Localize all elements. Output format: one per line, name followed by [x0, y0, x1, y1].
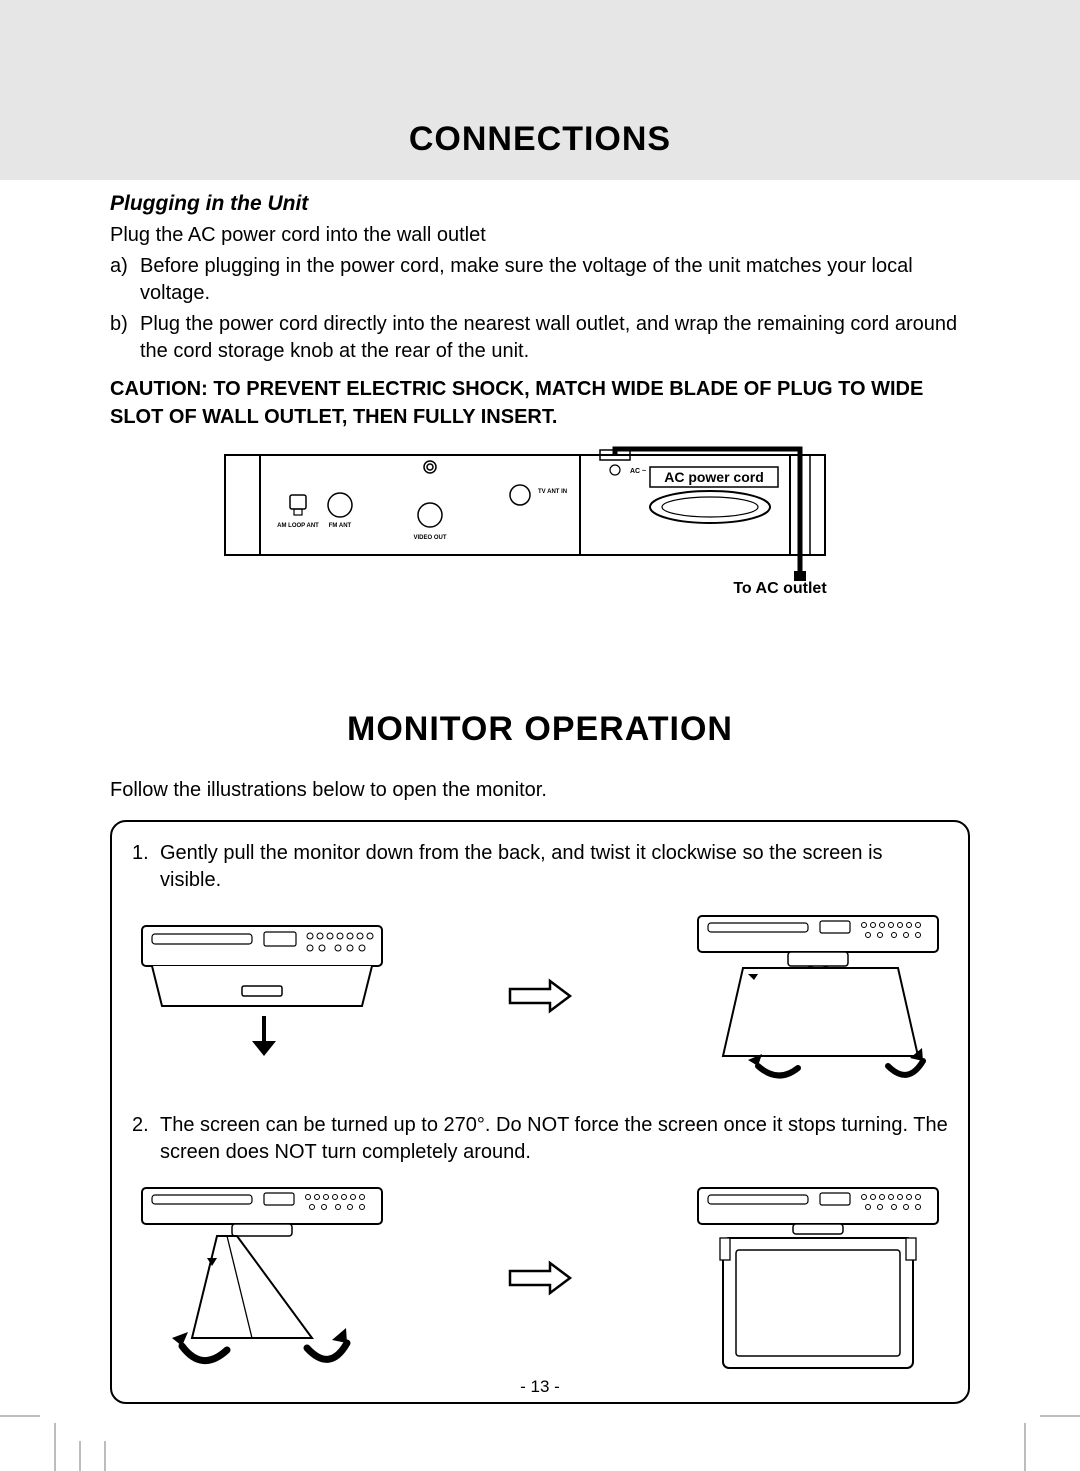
illustration-box: 1. Gently pull the monitor down from the… — [110, 820, 970, 1404]
illus-row-1 — [132, 906, 948, 1086]
ac-diagram: AM LOOP ANT FM ANT VIDEO OUT TV ANT IN A… — [220, 445, 860, 600]
step-2-text: The screen can be turned up to 270°. Do … — [160, 1112, 948, 1166]
step-1-text: Gently pull the monitor down from the ba… — [160, 840, 948, 894]
svg-text:To AC outlet: To AC outlet — [733, 580, 827, 595]
arrow-right-icon — [505, 1258, 575, 1298]
caution-text: CAUTION: TO PREVENT ELECTRIC SHOCK, MATC… — [110, 375, 970, 431]
unit-screen-front-icon — [688, 1178, 948, 1378]
svg-text:AC power cord: AC power cord — [664, 469, 764, 485]
svg-text:VIDEO OUT: VIDEO OUT — [413, 535, 446, 541]
step-1: 1. Gently pull the monitor down from the… — [132, 840, 948, 894]
title-connections: CONNECTIONS — [0, 108, 1080, 170]
subhead-plugging: Plugging in the Unit — [110, 192, 970, 216]
unit-rotating-icon — [132, 1178, 392, 1378]
unit-screen-side-icon — [688, 906, 948, 1086]
list-label-a: a) — [110, 253, 140, 307]
illus-row-2 — [132, 1178, 948, 1378]
svg-text:AM LOOP ANT: AM LOOP ANT — [277, 523, 319, 529]
title-monitor: MONITOR OPERATION — [110, 710, 970, 749]
ac-diagram-svg: AM LOOP ANT FM ANT VIDEO OUT TV ANT IN A… — [220, 445, 860, 595]
list-item-a: a) Before plugging in the power cord, ma… — [110, 253, 970, 307]
step-2-num: 2. — [132, 1112, 160, 1166]
list-text-a: Before plugging in the power cord, make … — [140, 253, 970, 307]
arrow-right-icon — [505, 976, 575, 1016]
svg-text:TV ANT IN: TV ANT IN — [538, 489, 567, 495]
step-1-num: 1. — [132, 840, 160, 894]
instruction-list: a) Before plugging in the power cord, ma… — [110, 253, 970, 365]
unit-closed-icon — [132, 916, 392, 1076]
svg-text:FM ANT: FM ANT — [329, 523, 352, 529]
page-root: CONNECTIONS Plugging in the Unit Plug th… — [0, 0, 1080, 1471]
page-number: - 13 - — [0, 1377, 1080, 1397]
list-text-b: Plug the power cord directly into the ne… — [140, 311, 970, 365]
svg-text:AC ~: AC ~ — [630, 468, 646, 475]
intro-text: Plug the AC power cord into the wall out… — [110, 222, 970, 249]
list-item-b: b) Plug the power cord directly into the… — [110, 311, 970, 365]
step-2: 2. The screen can be turned up to 270°. … — [132, 1112, 948, 1166]
follow-text: Follow the illustrations below to open t… — [110, 779, 970, 802]
content-area: Plugging in the Unit Plug the AC power c… — [110, 180, 970, 1404]
list-label-b: b) — [110, 311, 140, 365]
